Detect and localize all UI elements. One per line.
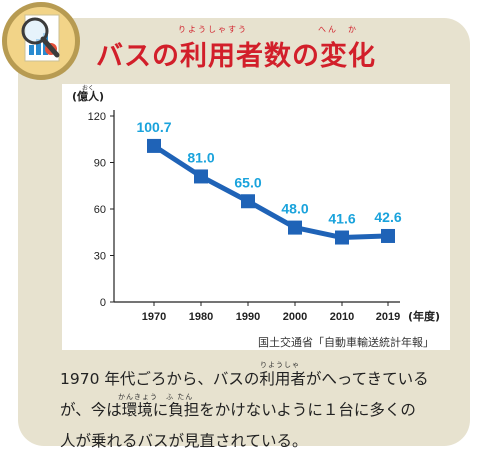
data-point-marker (194, 169, 208, 184)
chart-panel: 0 30 60 90 120 (億人) おく 1970 1980 1990 2000 2010 2019… (62, 84, 450, 350)
data-point-marker (241, 194, 255, 209)
data-point-marker (288, 220, 302, 235)
y-axis-label-ruby: おく (82, 85, 94, 92)
data-label: 48.0 (281, 201, 308, 217)
data-label: 81.0 (187, 149, 214, 165)
line-chart: 0 30 60 90 120 (億人)おく 1970 1980 1990 2000 2010 2019… (72, 85, 440, 323)
caption-text: 1970 年代ごろから、バスの利用者がへってきている が、今は環境に負担をかけな… (60, 364, 446, 457)
title-ruby-henka: へん か (318, 25, 358, 34)
title-ruby-riyousha: りようしゃすう (178, 25, 248, 34)
y-tick-label: 0 (100, 297, 106, 309)
y-tick-label: 90 (94, 158, 106, 170)
caption-ruby-futan: ふ たん (166, 393, 194, 401)
caption-ruby-kankyou: かんきょう (118, 393, 158, 401)
x-tick-label: 2019 (376, 311, 400, 323)
data-point-marker (147, 138, 161, 153)
x-tick-label: 2010 (330, 311, 354, 323)
caption-line-2: が、今は環境に負担をかけないように１台に多くの (60, 401, 416, 419)
magnifier-report-icon (2, 2, 80, 80)
page-title: バスの利用者数の変化 (96, 41, 376, 72)
x-tick-label: 2000 (283, 311, 307, 323)
y-tick-label: 60 (94, 204, 106, 216)
y-axis-label: (億人) (72, 89, 104, 103)
x-tick-label: 1990 (236, 311, 260, 323)
data-label: 65.0 (234, 174, 261, 190)
x-tick-label: 1970 (142, 311, 166, 323)
caption-line-1: 1970 年代ごろから、バスの利用者がへってきている (60, 370, 429, 388)
x-axis-label: (年度) (408, 309, 440, 323)
data-point-marker (381, 228, 395, 243)
chart-source: 国土交通省「自動車輸送統計年報」 (258, 336, 434, 349)
series-line (152, 143, 389, 241)
y-tick-label: 30 (94, 251, 106, 263)
y-tick-label: 120 (88, 111, 106, 123)
data-point-marker (335, 230, 349, 245)
x-tick-label: 1980 (189, 311, 213, 323)
data-label: 100.7 (136, 119, 171, 135)
caption-ruby-riyousha: りようしゃ (260, 361, 300, 369)
caption-line-3: 人が乗れるバスが見直されている。 (60, 432, 308, 450)
data-label: 41.6 (328, 211, 355, 227)
data-label: 42.6 (374, 209, 401, 225)
